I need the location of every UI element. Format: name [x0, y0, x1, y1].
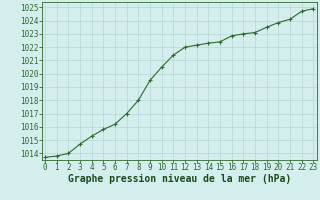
X-axis label: Graphe pression niveau de la mer (hPa): Graphe pression niveau de la mer (hPa) — [68, 174, 291, 184]
